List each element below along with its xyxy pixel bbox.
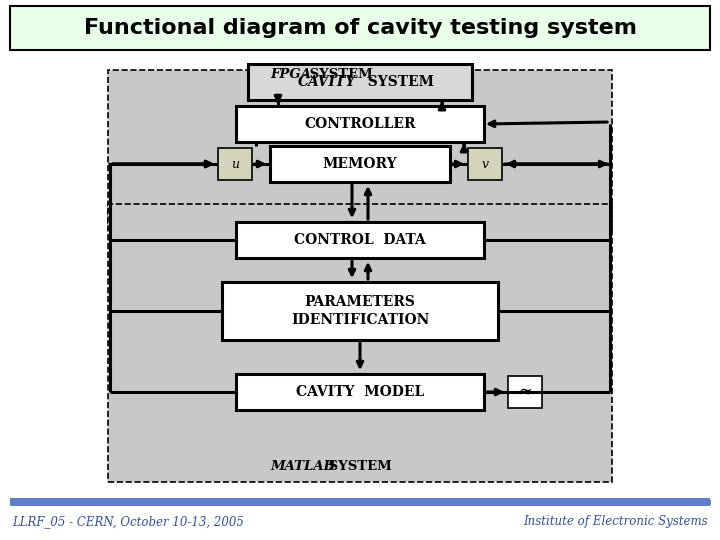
Bar: [508, 376, 542, 408]
Text: SYSTEM: SYSTEM: [305, 68, 373, 80]
Text: CONTROL  DATA: CONTROL DATA: [294, 233, 426, 247]
Bar: [248, 64, 472, 100]
Text: MATLAB: MATLAB: [270, 461, 335, 474]
Bar: [108, 70, 612, 230]
Text: u: u: [231, 158, 239, 171]
Bar: [236, 374, 484, 410]
Text: FPGA: FPGA: [270, 68, 311, 80]
Text: MEMORY: MEMORY: [323, 157, 397, 171]
Bar: [270, 146, 450, 182]
Text: CAVITY  MODEL: CAVITY MODEL: [296, 385, 424, 399]
Text: v: v: [482, 158, 489, 171]
Bar: [218, 148, 252, 180]
Text: Institute of Electronic Systems: Institute of Electronic Systems: [523, 516, 708, 529]
Text: SYSTEM: SYSTEM: [358, 75, 434, 89]
Bar: [108, 204, 612, 482]
Text: LLRF_05 - CERN, October 10-13, 2005: LLRF_05 - CERN, October 10-13, 2005: [12, 516, 244, 529]
Bar: [10, 6, 710, 50]
Text: SYSTEM: SYSTEM: [324, 461, 392, 474]
Bar: [264, 456, 456, 478]
Bar: [236, 222, 484, 258]
Text: CONTROLLER: CONTROLLER: [305, 117, 415, 131]
Text: Functional diagram of cavity testing system: Functional diagram of cavity testing sys…: [84, 18, 636, 38]
Text: CAVITY: CAVITY: [298, 75, 356, 89]
Bar: [468, 148, 502, 180]
Bar: [268, 63, 452, 85]
Text: PARAMETERS
IDENTIFICATION: PARAMETERS IDENTIFICATION: [291, 295, 429, 327]
Bar: [10, 498, 710, 506]
Text: ≈: ≈: [518, 383, 532, 401]
Bar: [236, 106, 484, 142]
Bar: [222, 282, 498, 340]
